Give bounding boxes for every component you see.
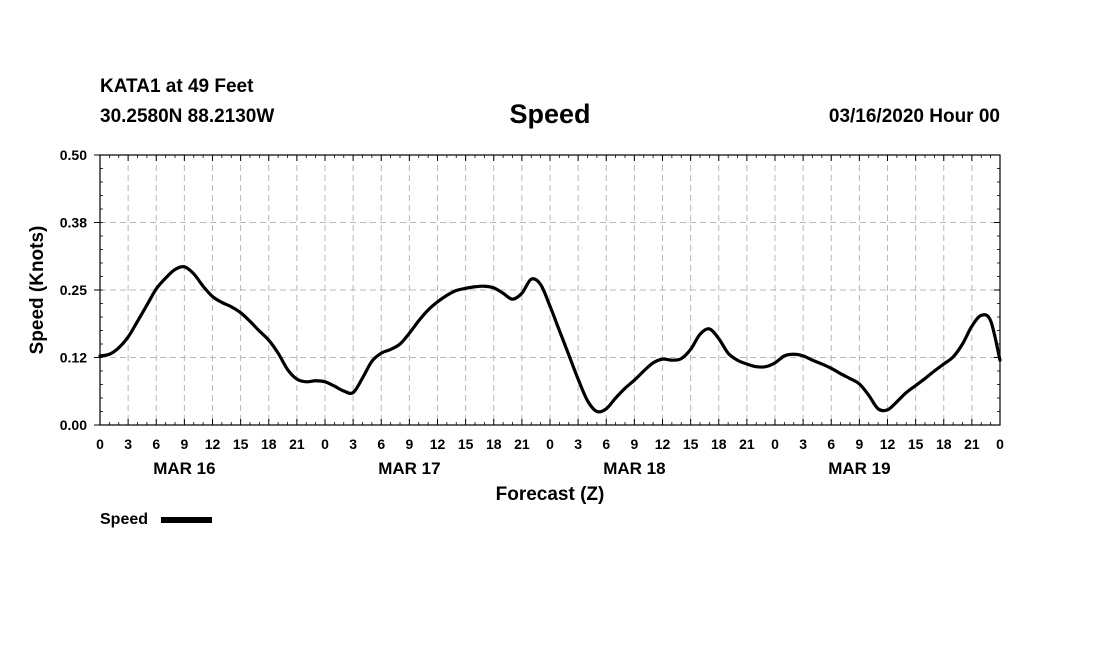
x-tick-label: 18 bbox=[711, 436, 727, 452]
x-tick-label: 9 bbox=[630, 436, 638, 452]
x-tick-label: 6 bbox=[377, 436, 385, 452]
legend: Speed bbox=[100, 511, 212, 528]
label-layer: 0 3 6 9 12 15 18 21 0 3 6 9 12 15 18 21 0 3 6 9 12 15 18 21 0 3 6 9… bbox=[60, 147, 1004, 478]
x-axis-title: Forecast (Z) bbox=[496, 484, 605, 505]
x-tick-label: 9 bbox=[855, 436, 863, 452]
date-label: MAR 18 bbox=[603, 459, 665, 478]
x-tick-label: 9 bbox=[405, 436, 413, 452]
date-label: MAR 19 bbox=[828, 459, 890, 478]
x-tick-label: 9 bbox=[180, 436, 188, 452]
date-label: MAR 16 bbox=[153, 459, 215, 478]
x-tick-label: 0 bbox=[996, 436, 1004, 452]
y-tick-label: 0.25 bbox=[60, 282, 87, 298]
chart-title: Speed bbox=[509, 99, 591, 129]
plot-frame bbox=[99, 154, 1001, 426]
x-tick-label: 21 bbox=[739, 436, 755, 452]
x-tick-label: 6 bbox=[827, 436, 835, 452]
station-coordinates: 30.2580N 88.2130W bbox=[100, 106, 275, 127]
x-tick-label: 21 bbox=[964, 436, 980, 452]
y-tick-label: 0.00 bbox=[60, 417, 87, 433]
x-tick-label: 21 bbox=[514, 436, 530, 452]
x-tick-label: 18 bbox=[261, 436, 277, 452]
x-tick-label: 0 bbox=[96, 436, 104, 452]
legend-swatch-speed bbox=[161, 517, 212, 523]
x-tick-label: 15 bbox=[233, 436, 249, 452]
y-axis-title: Speed (Knots) bbox=[27, 226, 48, 355]
y-tick-label: 0.50 bbox=[60, 147, 87, 163]
x-tick-label: 15 bbox=[458, 436, 474, 452]
x-tick-label: 3 bbox=[124, 436, 132, 452]
x-tick-label: 15 bbox=[683, 436, 699, 452]
x-tick-label: 12 bbox=[430, 436, 446, 452]
x-tick-label: 3 bbox=[799, 436, 807, 452]
x-tick-label: 12 bbox=[205, 436, 221, 452]
y-tick-label: 0.12 bbox=[60, 350, 87, 366]
station-label: KATA1 at 49 Feet bbox=[100, 76, 254, 97]
x-tick-label: 12 bbox=[655, 436, 671, 452]
x-tick-label: 12 bbox=[880, 436, 896, 452]
grid-layer bbox=[100, 155, 1000, 425]
legend-label-speed: Speed bbox=[100, 511, 148, 528]
forecast-run-time: 03/16/2020 Hour 00 bbox=[828, 106, 1000, 127]
x-tick-label: 3 bbox=[574, 436, 582, 452]
speed-series-line bbox=[98, 265, 1002, 414]
date-label: MAR 17 bbox=[378, 459, 440, 478]
x-tick-label: 3 bbox=[349, 436, 357, 452]
x-tick-label: 0 bbox=[771, 436, 779, 452]
x-tick-label: 0 bbox=[546, 436, 554, 452]
x-tick-label: 18 bbox=[936, 436, 952, 452]
x-tick-label: 21 bbox=[289, 436, 305, 452]
x-tick-label: 0 bbox=[321, 436, 329, 452]
x-tick-label: 6 bbox=[152, 436, 160, 452]
y-tick-label: 0.38 bbox=[60, 215, 87, 231]
x-tick-label: 15 bbox=[908, 436, 924, 452]
x-tick-label: 18 bbox=[486, 436, 502, 452]
x-tick-label: 6 bbox=[602, 436, 610, 452]
